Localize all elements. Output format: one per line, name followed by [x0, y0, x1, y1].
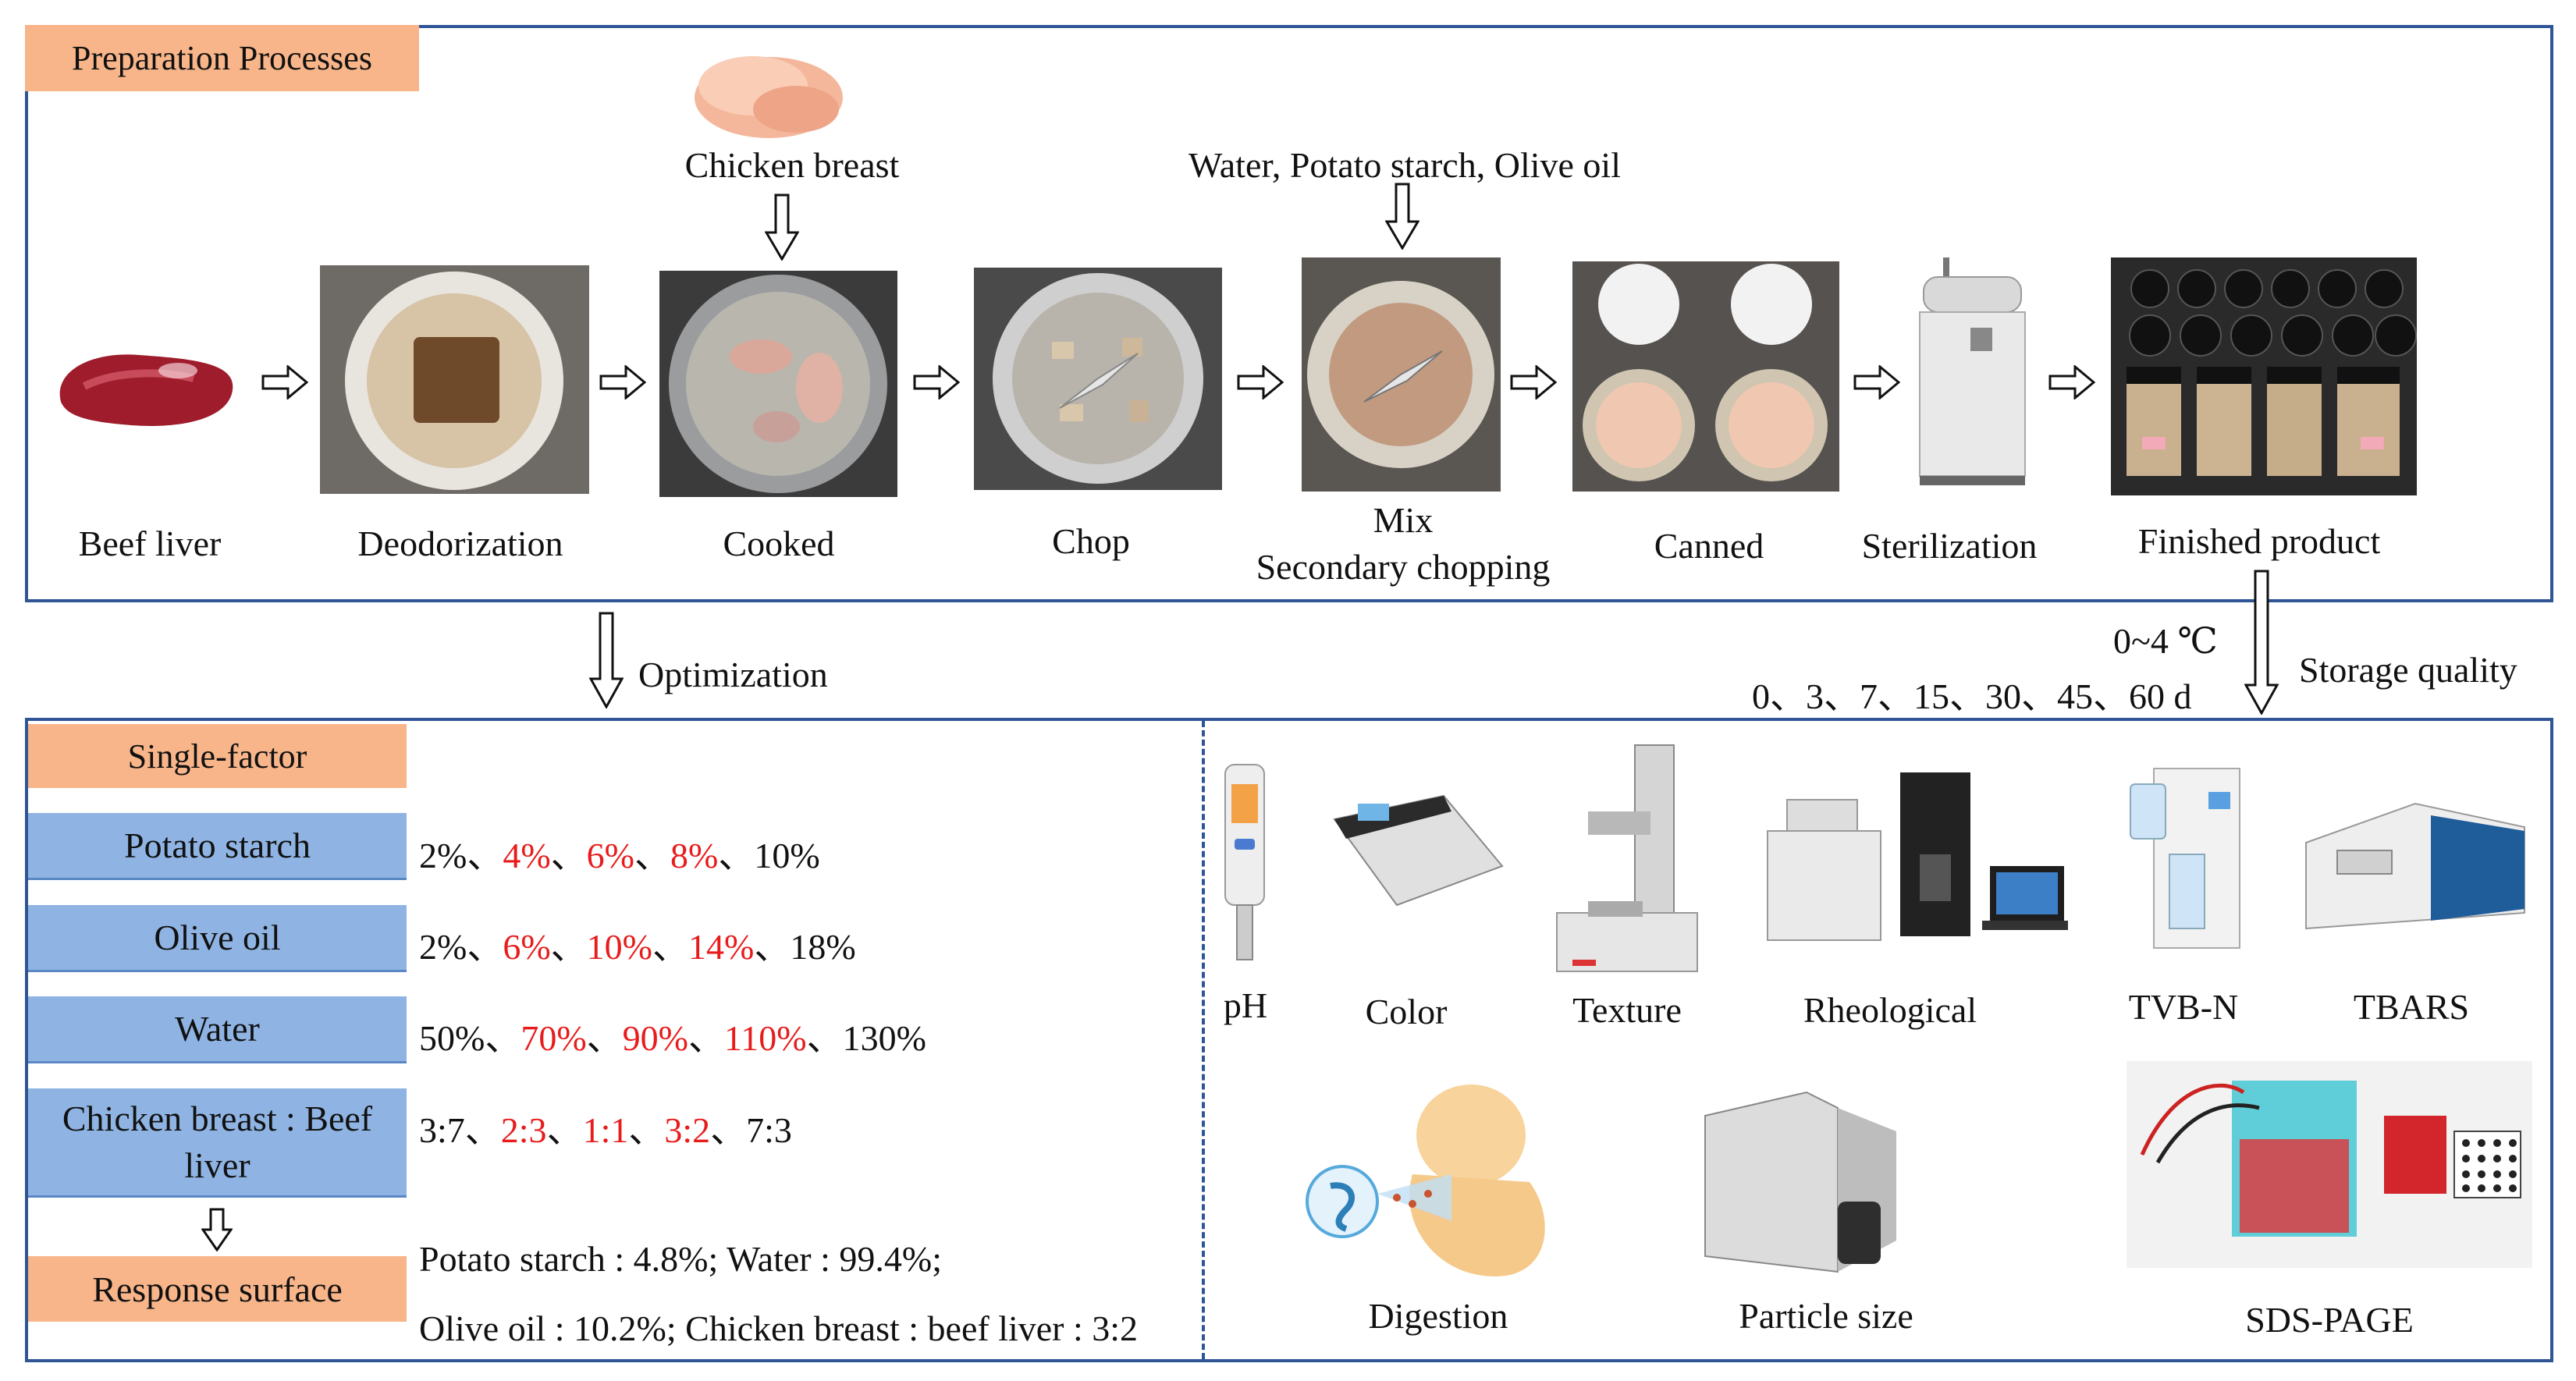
- beef-liver-photo: [45, 316, 248, 449]
- step-chop: Chop: [1052, 521, 1130, 561]
- analysis-texture: Texture: [1572, 990, 1682, 1030]
- arrow-6: [1853, 365, 1900, 399]
- storage-temp-label: 0~4 ℃: [2113, 621, 2218, 661]
- finished-product-photo: [2111, 257, 2417, 495]
- factor-potato-starch: Potato starch: [28, 813, 407, 880]
- step-secondary-chopping: Secondary chopping: [1256, 547, 1551, 587]
- optimization-label: Optimization: [638, 655, 828, 694]
- step-finished-product: Finished product: [2137, 521, 2381, 561]
- ph-meter-image: [1217, 761, 1272, 967]
- analysis-ph: pH: [1223, 985, 1268, 1025]
- step-sterilization: Sterilization: [1861, 526, 2038, 566]
- preparation-tag: Preparation Processes: [25, 25, 419, 91]
- cooked-photo: [659, 271, 897, 497]
- particle-size-analyzer-image: [1697, 1085, 1904, 1283]
- deodorization-photo: [320, 265, 589, 494]
- preparation-panel: [25, 25, 2553, 602]
- tvbn-apparatus-image: [2123, 761, 2251, 956]
- step-mix: Mix: [1373, 500, 1434, 540]
- storage-days-label: 0、3、7、15、30、45、60 d: [1752, 676, 2192, 716]
- arrow-4: [1237, 365, 1284, 399]
- down-arrow-chicken: [765, 193, 799, 261]
- arrow-2: [599, 365, 646, 399]
- analysis-sds-page: SDS-PAGE: [2245, 1300, 2414, 1340]
- mix-inputs-label: Water, Potato starch, Olive oil: [1189, 145, 1621, 185]
- levels-water: 50%、70%、90%、110%、130%: [419, 1018, 926, 1058]
- chop-photo: [974, 268, 1222, 490]
- colorimeter-image: [1327, 788, 1506, 917]
- single-factor-tag: Single-factor: [28, 724, 407, 788]
- result-line-1: Potato starch : 4.8%; Water : 99.4%;: [419, 1239, 942, 1279]
- analysis-panel: [25, 718, 2553, 1362]
- arrow-3: [913, 365, 960, 399]
- factor-chicken-beef-ratio: Chicken breast : Beef liver: [28, 1088, 407, 1198]
- storage-quality-label: Storage quality: [2299, 650, 2517, 690]
- spectrophotometer-image: [2298, 796, 2532, 936]
- step-canned: Canned: [1654, 526, 1764, 566]
- levels-potato-starch: 2%、4%、6%、8%、10%: [419, 836, 820, 875]
- analysis-rheological: Rheological: [1803, 990, 1977, 1030]
- response-surface-tag: Response surface: [28, 1256, 407, 1322]
- step-cooked: Cooked: [723, 524, 835, 563]
- arrow-7: [2048, 365, 2095, 399]
- canned-photo: [1572, 261, 1839, 492]
- factor-olive-oil: Olive oil: [28, 905, 407, 972]
- analysis-tbars: TBARS: [2353, 987, 2470, 1027]
- sds-page-image: [2127, 1061, 2532, 1268]
- down-arrow-optimization: [589, 612, 624, 708]
- factor-water: Water: [28, 996, 407, 1063]
- down-arrow-mix: [1385, 183, 1419, 250]
- step-beef-liver: Beef liver: [78, 524, 222, 563]
- arrow-5: [1510, 365, 1557, 399]
- mix-photo: [1302, 257, 1501, 492]
- arrow-1: [261, 365, 308, 399]
- levels-chicken-beef-ratio: 3:7、2:3、1:1、3:2、7:3: [419, 1110, 792, 1150]
- chicken-breast-input-label: Chicken breast: [684, 145, 900, 185]
- levels-olive-oil: 2%、6%、10%、14%、18%: [419, 927, 856, 967]
- down-arrow-storage: [2244, 570, 2279, 715]
- down-arrow-response: [201, 1208, 233, 1251]
- result-line-2: Olive oil : 10.2%; Chicken breast : beef…: [419, 1308, 1139, 1348]
- rheometer-image: [1764, 769, 2072, 948]
- analysis-tvbn: TVB-N: [2128, 987, 2239, 1027]
- analysis-particle-size: Particle size: [1739, 1296, 1913, 1336]
- panel-divider: [1202, 721, 1205, 1359]
- analysis-digestion: Digestion: [1368, 1296, 1508, 1336]
- chicken-breast-photo: [679, 39, 851, 148]
- texture-analyzer-image: [1541, 741, 1713, 983]
- step-deodorization: Deodorization: [357, 524, 563, 563]
- digestion-image: [1303, 1081, 1561, 1291]
- analysis-color: Color: [1365, 992, 1448, 1031]
- sterilizer-photo: [1908, 254, 2037, 488]
